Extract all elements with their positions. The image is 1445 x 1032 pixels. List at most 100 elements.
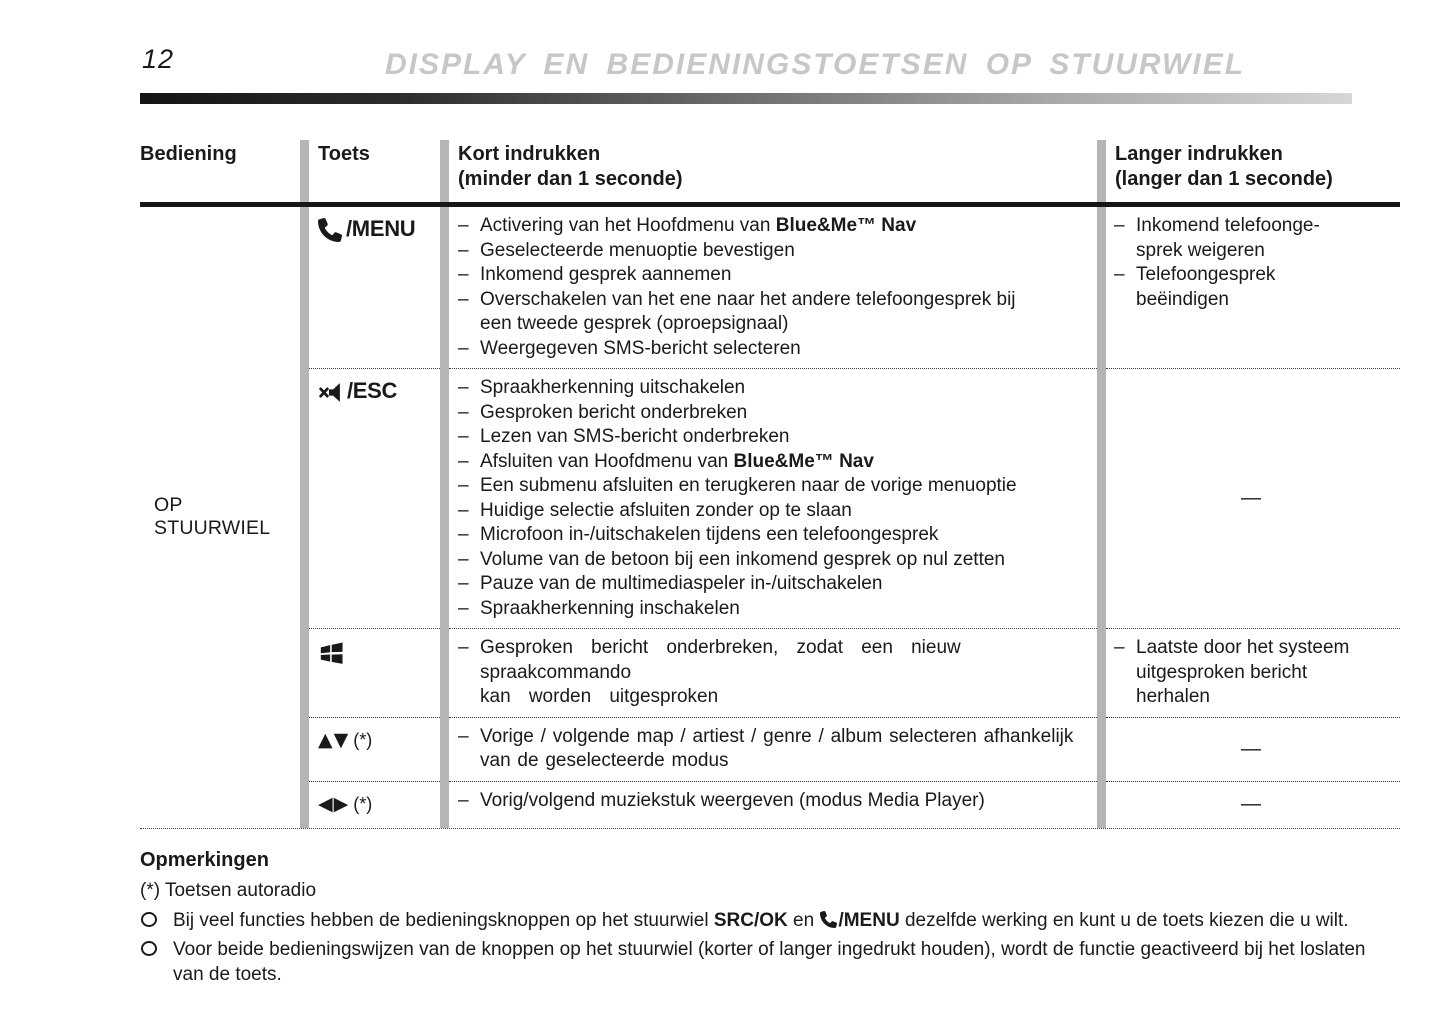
text-segment: en bbox=[787, 909, 820, 931]
function-item: – Weergegeven SMS-bericht selecteren bbox=[458, 337, 1093, 362]
function-item: – Pauze van de multimediaspeler in-/uitsc… bbox=[458, 572, 1093, 597]
function-item: – Vorig/volgend muziekstuk weergeven (mod… bbox=[458, 789, 1093, 814]
controls-table: Bediening Toets Kort indrukken (minder d… bbox=[140, 140, 1400, 829]
column-divider bbox=[440, 207, 449, 828]
page-header: 12 DISPLAY EN BEDIENINGSTOETSEN OP STUUR… bbox=[140, 40, 1400, 92]
text-segment: Spraakherkenning uitschakelen bbox=[480, 377, 746, 398]
item-dash: – bbox=[458, 597, 469, 619]
kort-cell-left-right: – Vorig/volgend muziekstuk weergeven (mod… bbox=[449, 782, 1097, 828]
item-text: Overschakelen van het ene naar het ander… bbox=[480, 288, 1093, 337]
page-number: 12 bbox=[142, 44, 175, 74]
item-dash: – bbox=[458, 475, 469, 496]
text-segment: dezelfde werking en kunt u de toets kiez… bbox=[899, 909, 1349, 931]
text-segment: Lezen van SMS-bericht onderbreken bbox=[480, 426, 790, 447]
kort-cell-esc: – Spraakherkenning uitschakelen – Gesproken… bbox=[449, 369, 1097, 629]
title-rule-bar bbox=[140, 93, 1352, 104]
text-segment: Microfoon in-/uitschakelen tijdens een t… bbox=[480, 524, 939, 545]
item-text: Vorige / volgende map / artiest / genre … bbox=[480, 725, 1093, 774]
item-dash: – bbox=[458, 524, 469, 545]
function-item: – Volume van de betoon bij een inkomend g… bbox=[458, 548, 1093, 573]
function-item: – Vorige / volgende map / artiest / genre… bbox=[458, 725, 1093, 774]
notes-heading: Opmerkingen bbox=[140, 848, 269, 871]
text-segment: Vorig/volgend muziekstuk weergeven (modu… bbox=[480, 789, 985, 811]
header-kort-indrukken: Kort indrukken (minder dan 1 seconde) bbox=[449, 140, 1097, 202]
item-dash: – bbox=[458, 337, 469, 359]
function-item: – Gesproken bericht onderbreken bbox=[458, 401, 1093, 426]
circle-bullet bbox=[141, 940, 157, 956]
toets-cell-esc: /ESC bbox=[309, 369, 440, 629]
item-dash: – bbox=[458, 789, 469, 811]
item-dash: – bbox=[458, 426, 469, 447]
text-segment: Laatste door het systeem uitgesproken be… bbox=[1136, 637, 1350, 707]
header-kort-line2: (minder dan 1 seconde) bbox=[458, 168, 683, 190]
item-text: Microfoon in-/uitschakelen tijdens een t… bbox=[480, 523, 1093, 548]
function-item: – Microfoon in-/uitschakelen tijdens een … bbox=[458, 523, 1093, 548]
phone-receiver-icon bbox=[820, 910, 838, 928]
empty-cell-dash: — bbox=[1241, 793, 1261, 816]
item-dash: – bbox=[458, 377, 469, 398]
toets-key-label: (*) bbox=[353, 793, 373, 814]
kort-cell-up-down: – Vorige / volgende map / artiest / genre… bbox=[449, 718, 1097, 782]
text-segment: Een submenu afsluiten en terugkeren naar… bbox=[480, 475, 1017, 496]
arrow-glyphs: ◀▶ bbox=[318, 792, 350, 815]
text-segment: Afsluiten van Hoofdmenu van bbox=[480, 450, 734, 472]
item-text: Telefoongesprek beëindigen bbox=[1136, 263, 1396, 312]
function-item: – Lezen van SMS-bericht onderbreken bbox=[458, 425, 1093, 450]
kort-cell-menu: – Activering van het Hoofdmenu van Blue&M… bbox=[449, 207, 1097, 369]
toets-key-label: /MENU bbox=[346, 216, 416, 241]
text-segment: Activering van het Hoofdmenu van bbox=[480, 215, 776, 236]
text-segment: Vorige / volgende map / artiest / genre … bbox=[480, 725, 1074, 772]
langer-cell-menu: – Inkomend telefoonge- sprek weigeren – Tel… bbox=[1106, 207, 1400, 369]
column-divider bbox=[300, 207, 309, 828]
column-divider bbox=[300, 140, 309, 202]
item-text: Gesproken bericht onderbreken bbox=[480, 401, 1093, 426]
function-item: – Activering van het Hoofdmenu van Blue&M… bbox=[458, 214, 1093, 239]
text-segment: Spraakherkenning inschakelen bbox=[480, 597, 740, 619]
item-text: Een submenu afsluiten en terugkeren naar… bbox=[480, 474, 1093, 499]
item-text: Volume van de betoon bij een inkomend ge… bbox=[480, 548, 1093, 573]
langer-cell-up-down: — bbox=[1106, 718, 1400, 782]
toets-cell-up-down: ▲▼ (*) bbox=[309, 718, 440, 782]
column-divider bbox=[1097, 207, 1106, 828]
text-segment: Blue&Me™ Nav bbox=[733, 450, 874, 472]
phone-receiver-icon bbox=[318, 218, 342, 242]
function-item: – Afsluiten van Hoofdmenu van Blue&Me™ Na… bbox=[458, 450, 1093, 475]
item-text: Inkomend gesprek aannemen bbox=[480, 263, 1093, 288]
item-dash: – bbox=[458, 401, 469, 423]
function-item: – Laatste door het systeem uitgesproken b… bbox=[1114, 636, 1396, 710]
item-text: Huidige selectie afsluiten zonder op te … bbox=[480, 499, 1093, 524]
page-content: 12 DISPLAY EN BEDIENINGSTOETSEN OP STUUR… bbox=[140, 40, 1400, 987]
text-segment: Geselecteerde menuoptie bevestigen bbox=[480, 239, 795, 261]
text-segment: Overschakelen van het ene naar het ander… bbox=[480, 288, 1016, 335]
star-note: (*) Toetsen autoradio bbox=[140, 879, 317, 901]
item-text: Afsluiten van Hoofdmenu van Blue&Me™ Nav bbox=[480, 450, 1093, 475]
function-item: – Telefoongesprek beëindigen bbox=[1114, 263, 1396, 312]
item-dash: – bbox=[458, 239, 469, 261]
item-dash: – bbox=[1114, 637, 1125, 658]
text-segment: Bij veel functies hebben de bedieningskn… bbox=[173, 909, 714, 931]
circle-bullet bbox=[141, 911, 157, 927]
langer-cell-windows: – Laatste door het systeem uitgesproken b… bbox=[1106, 629, 1400, 718]
text-segment: Weergegeven SMS-bericht selecteren bbox=[480, 337, 801, 359]
empty-cell-dash: — bbox=[1241, 737, 1261, 760]
item-text: Gesproken bericht onderbreken, zodat een… bbox=[480, 636, 1093, 710]
text-segment: Gesproken bericht onderbreken bbox=[480, 401, 748, 423]
function-item: – Een submenu afsluiten en terugkeren naa… bbox=[458, 474, 1093, 499]
item-dash: – bbox=[458, 548, 469, 570]
header-bediening: Bediening bbox=[140, 143, 237, 165]
page-title: DISPLAY EN BEDIENINGSTOETSEN OP STUURWIE… bbox=[384, 48, 1246, 81]
steering-wheel-label: OP STUURWIEL bbox=[154, 494, 271, 540]
langer-cell-left-right: — bbox=[1106, 782, 1400, 828]
note-item: Voor beide bedieningswijzen van de knopp… bbox=[140, 937, 1400, 987]
item-text: Vorig/volgend muziekstuk weergeven (modu… bbox=[480, 789, 1093, 814]
function-item: – Huidige selectie afsluiten zonder op te… bbox=[458, 499, 1093, 524]
text-segment: Pauze van de multimediaspeler in-/uitsch… bbox=[480, 573, 883, 594]
table-header-row: Bediening Toets Kort indrukken (minder d… bbox=[140, 140, 1400, 207]
item-dash: – bbox=[1114, 264, 1125, 285]
item-text: Activering van het Hoofdmenu van Blue&Me… bbox=[480, 214, 1093, 239]
item-text: Lezen van SMS-bericht onderbreken bbox=[480, 425, 1093, 450]
notes-list: Bij veel functies hebben de bedieningskn… bbox=[140, 908, 1400, 987]
text-segment: Inkomend telefoonge- sprek weigeren bbox=[1136, 215, 1320, 261]
item-dash: – bbox=[458, 288, 469, 310]
